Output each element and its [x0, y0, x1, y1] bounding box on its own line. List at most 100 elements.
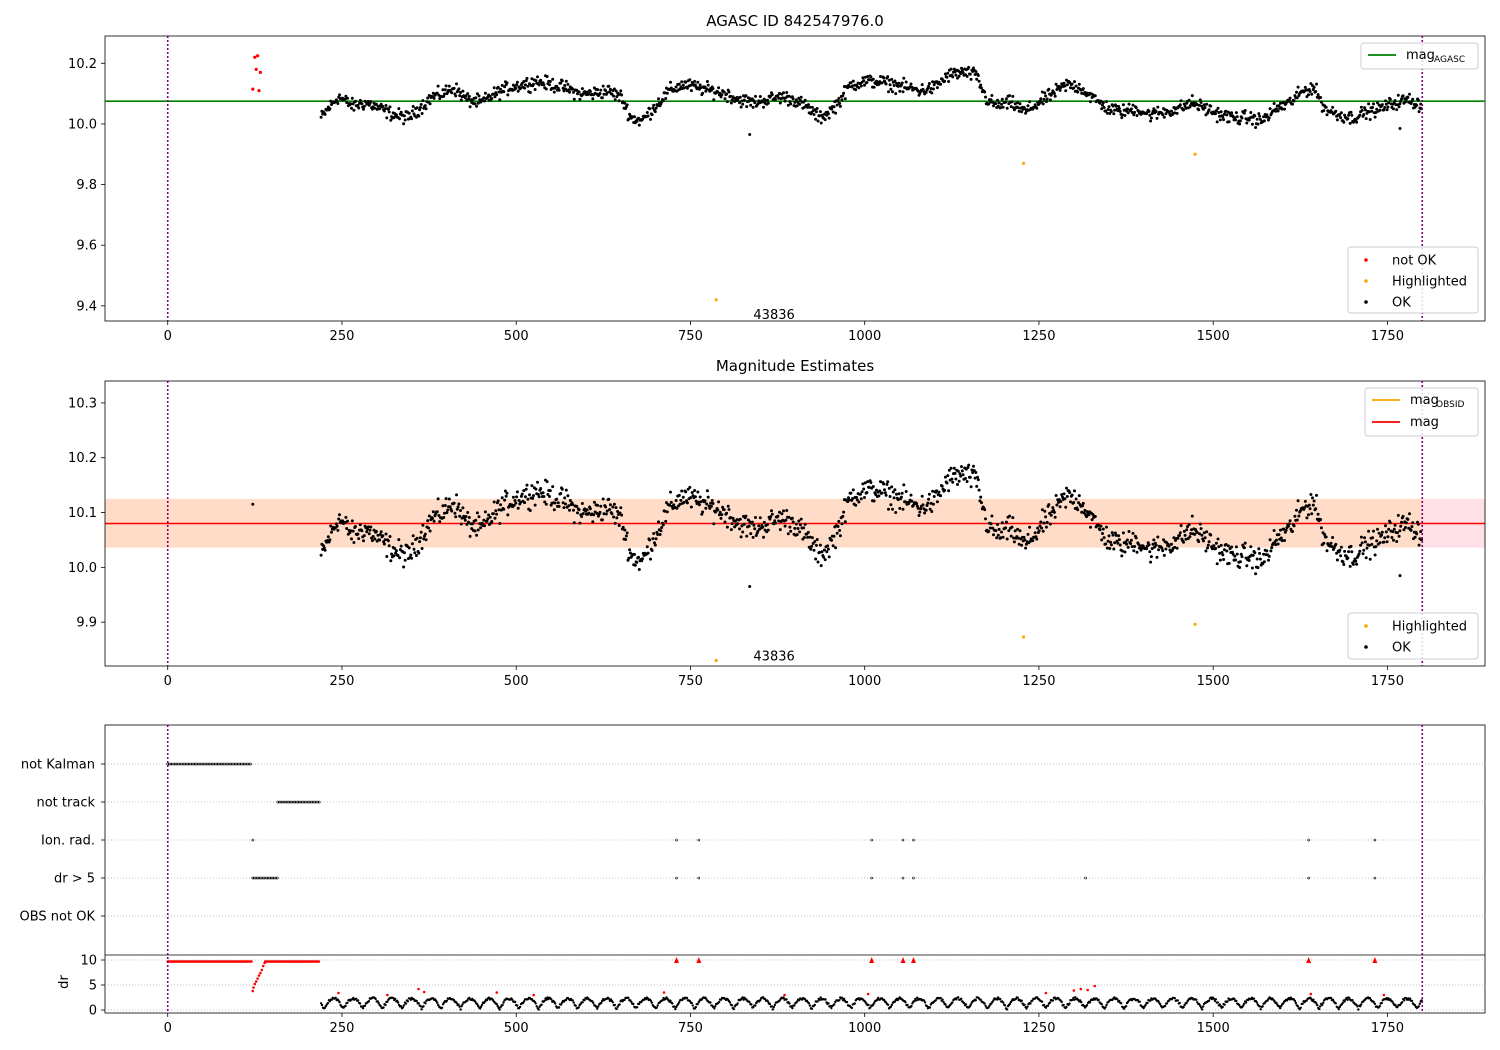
- ok-point: [1081, 501, 1085, 505]
- ok-point: [882, 482, 886, 486]
- ok-point: [1001, 535, 1005, 539]
- ok-point: [1148, 550, 1152, 554]
- ok-point: [697, 503, 701, 507]
- ok-point: [1043, 91, 1047, 95]
- ok-point: [1238, 566, 1242, 569]
- ok-point: [496, 499, 500, 503]
- dr-point: [916, 996, 919, 999]
- ok-point: [444, 84, 448, 88]
- flag-marker: [269, 876, 273, 880]
- ok-point: [1349, 544, 1353, 548]
- ok-point: [611, 505, 615, 509]
- ok-point: [1178, 103, 1182, 107]
- ok-point: [1385, 108, 1389, 112]
- ok-point: [862, 487, 866, 491]
- ok-point: [417, 114, 421, 118]
- ok-point: [1364, 556, 1368, 560]
- flag-marker: [1373, 876, 1377, 880]
- ok-point: [382, 109, 386, 113]
- ok-point: [1363, 108, 1367, 112]
- ok-point: [1150, 547, 1154, 551]
- ok-point: [879, 480, 882, 484]
- dr-point: [1060, 1000, 1063, 1004]
- ok-point: [954, 73, 958, 77]
- ok-point: [1172, 536, 1176, 540]
- ok-point: [1367, 529, 1371, 533]
- ok-point: [1325, 549, 1329, 553]
- dr-point: [1023, 1003, 1026, 1006]
- dr-point: [1233, 997, 1236, 1001]
- ok-point: [932, 83, 936, 87]
- ok-point: [1262, 560, 1266, 564]
- ok-point: [1004, 97, 1008, 101]
- ok-point: [899, 495, 903, 499]
- ok-point: [826, 544, 830, 548]
- dr-point: [1026, 1005, 1029, 1008]
- ok-point: [753, 527, 757, 531]
- ok-point: [1202, 103, 1206, 107]
- ok-point: [997, 527, 1001, 531]
- ok-point: [880, 491, 884, 495]
- ok-point: [1131, 103, 1135, 107]
- ok-point: [1059, 86, 1063, 89]
- flag-marker: [247, 762, 251, 766]
- flag-marker: [265, 876, 268, 880]
- ok-point: [1293, 514, 1297, 518]
- ok-point: [1292, 99, 1296, 103]
- ok-point: [1036, 526, 1040, 530]
- ok-point: [452, 501, 456, 505]
- ok-point: [1087, 513, 1091, 517]
- ok-point: [1130, 545, 1134, 549]
- ok-point: [888, 495, 892, 498]
- ok-point: [354, 525, 357, 528]
- highlighted-point: [714, 658, 718, 663]
- ok-point: [837, 519, 841, 523]
- ok-point: [1151, 542, 1155, 546]
- ok-point: [1393, 99, 1397, 103]
- ok-point: [654, 537, 658, 541]
- dr-point: [1072, 996, 1075, 1000]
- ok-point: [577, 508, 581, 512]
- ok-point: [1026, 532, 1030, 536]
- not-ok-point: [256, 54, 260, 58]
- ok-point: [458, 514, 462, 518]
- flag-marker: [299, 800, 303, 804]
- ok-point: [766, 98, 769, 102]
- ok-point: [818, 543, 822, 547]
- ok-point: [1063, 84, 1067, 88]
- ok-point: [1284, 528, 1288, 532]
- flag-marker: [198, 762, 202, 766]
- ok-point: [1044, 525, 1048, 529]
- ok-point: [1187, 98, 1191, 102]
- flag-marker: [171, 762, 174, 766]
- ok-point: [888, 83, 892, 87]
- dr-point: [656, 1004, 659, 1007]
- dr-point: [1345, 996, 1348, 1000]
- ok-point: [1186, 525, 1189, 529]
- dr-bad-point: [386, 993, 389, 997]
- dr-point: [1346, 998, 1349, 1001]
- ok-point: [997, 101, 1001, 105]
- flag-marker: [262, 876, 265, 880]
- ok-point: [1376, 527, 1379, 531]
- ok-point: [1319, 96, 1323, 99]
- dr-point: [479, 1005, 483, 1008]
- ok-point: [612, 515, 616, 519]
- ok-point: [1041, 102, 1045, 106]
- ok-point: [1416, 522, 1420, 526]
- ok-point: [373, 537, 377, 541]
- dr-point: [840, 996, 844, 999]
- not-ok-point: [257, 89, 261, 93]
- ok-point: [866, 480, 870, 484]
- ok-point: [699, 500, 703, 504]
- ok-point: [1225, 549, 1229, 553]
- ok-point: [1234, 111, 1238, 115]
- ok-point: [493, 516, 497, 520]
- ok-point: [614, 89, 618, 93]
- ok-point: [396, 554, 400, 557]
- ok-point: [1013, 529, 1017, 533]
- flag-marker: [675, 838, 678, 842]
- ok-point: [553, 501, 557, 505]
- ok-point: [628, 551, 632, 555]
- ok-point: [773, 519, 777, 523]
